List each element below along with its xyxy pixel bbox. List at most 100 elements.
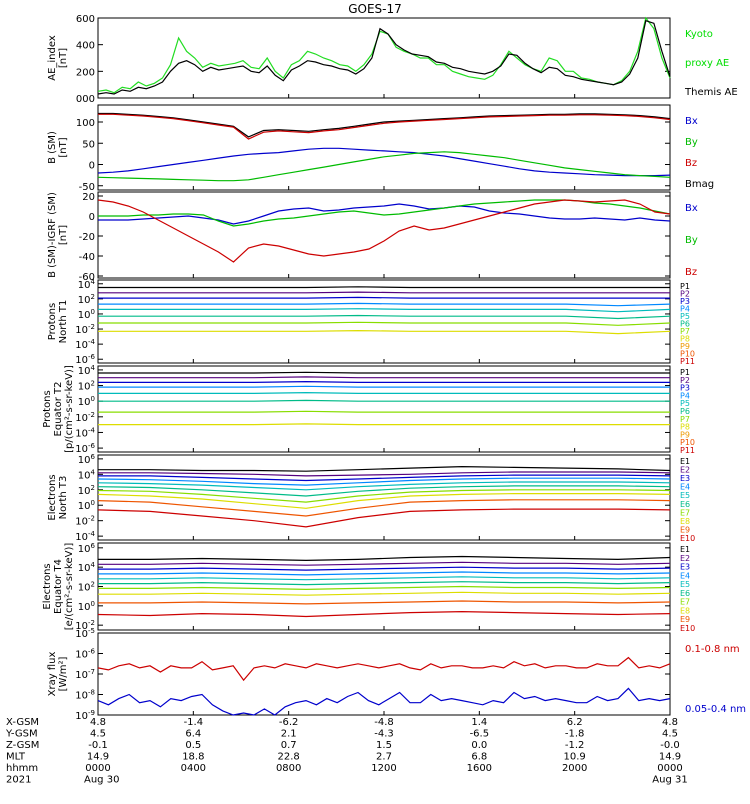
series-bz (98, 113, 671, 140)
legend-entry: E1 (680, 545, 690, 554)
tick-base: 10 (75, 444, 88, 455)
tick-exponent: 0 (91, 395, 95, 403)
footer-row-label: MLT (6, 752, 26, 763)
legend-entry: E4 (680, 571, 690, 580)
tick-exponent: -2 (88, 515, 95, 523)
footer-value-hhmm: 0400 (181, 763, 206, 774)
tick-base: 10 (78, 486, 91, 497)
footer-value-z-gsm: 1.5 (376, 740, 392, 751)
tick-base: 10 (75, 532, 88, 543)
footer-value-z-gsm: 0.0 (471, 740, 487, 751)
panel-frame (97, 104, 671, 191)
footer-ephemeris: X-GSMY-GSMZ-GSMMLThhmm20214.84.5-0.114.9… (5, 717, 688, 786)
y-tick-label: 200 (76, 67, 95, 78)
y-axis-label-line: Protons (42, 390, 53, 427)
tick-base: 10 (75, 340, 88, 351)
series-e7 (98, 585, 671, 591)
series-e7 (97, 489, 671, 503)
footer-value-y-gsm: 2.1 (281, 729, 297, 740)
legend-entry: P1 (680, 282, 690, 291)
series-kyoto-proxy-ae (97, 16, 671, 94)
y-tick-label: 20 (82, 192, 95, 203)
legend-entry: P2 (680, 290, 690, 299)
footer-value-hhmm: 2000 (562, 763, 587, 774)
legend-entry: P2 (680, 376, 690, 385)
series-e5 (98, 576, 671, 581)
y-axis-label: B (SM)-IGRF (SM)[nT] (47, 192, 69, 278)
tick-exponent: 2 (91, 581, 95, 589)
tick-base: 10 (78, 470, 91, 481)
y-axis-label: ElectronsNorth T3 (47, 474, 69, 520)
tick-base: 10 (78, 544, 91, 555)
y-axis-label: AE_index[nT] (47, 35, 69, 81)
tick-base: 10 (78, 382, 91, 393)
series-p2 (98, 291, 670, 294)
legend-entry: P7 (680, 415, 690, 424)
legend-entry: Themis AE (684, 87, 738, 98)
tick-base: 10 (78, 501, 91, 512)
footer-row-label: Y-GSM (5, 729, 38, 740)
series-e2 (98, 471, 671, 477)
tick-exponent: 4 (91, 468, 96, 476)
y-tick-label: 102 (78, 581, 95, 594)
y-tick-label: 10-8 (75, 689, 95, 702)
legend-entry: E5 (680, 580, 690, 589)
legend-entry: E7 (680, 598, 690, 607)
series-p8 (98, 329, 671, 335)
y-tick-label: 100 (78, 499, 95, 512)
tick-exponent: -4 (88, 426, 96, 434)
legend-entry: P11 (680, 357, 695, 366)
y-tick-label: 10-4 (75, 530, 95, 543)
legend-entry: Bz (685, 158, 697, 169)
y-tick-label: 106 (78, 542, 96, 555)
tick-exponent: 4 (91, 561, 96, 569)
tick-base: 10 (78, 602, 91, 613)
series-e4 (97, 477, 671, 486)
legend-entry: E10 (680, 624, 695, 633)
series-p6 (98, 399, 670, 402)
series-e1 (98, 465, 671, 472)
y-tick-label: 10-2 (75, 619, 95, 632)
y-axis-label: ProtonsNorth T1 (47, 300, 69, 344)
y-tick-label: 400 (76, 41, 95, 52)
footer-value-mlt: 14.9 (659, 752, 681, 763)
y-tick-label: 102 (78, 380, 95, 393)
y-axis-label-line: Electrons (47, 474, 58, 520)
series-p7 (98, 410, 670, 413)
series-e1 (98, 555, 671, 562)
tick-base: 10 (75, 670, 88, 681)
footer-value-y-gsm: 4.5 (90, 729, 106, 740)
y-tick-label: 600 (76, 14, 95, 25)
tick-exponent: 0 (91, 308, 95, 316)
panel-frame (97, 542, 671, 631)
footer-value-x-gsm: -4.8 (374, 717, 394, 728)
tick-exponent: -6 (88, 442, 96, 450)
y-tick-label: 104 (78, 278, 96, 291)
series-e6 (98, 581, 671, 586)
footer-value-mlt: 22.8 (278, 752, 300, 763)
tick-base: 10 (78, 563, 91, 574)
tick-base: 10 (75, 413, 88, 424)
panel-frame (97, 365, 671, 453)
tick-base: 10 (75, 517, 88, 528)
legend-entry: P9 (680, 342, 690, 351)
y-axis-label-line: Electrons (42, 563, 53, 609)
tick-exponent: -2 (88, 411, 95, 419)
tick-exponent: -6 (88, 648, 96, 656)
y-tick-label: 000 (76, 94, 95, 105)
tick-exponent: 4 (91, 278, 96, 286)
y-axis-label-line: [nT] (58, 225, 69, 245)
legend-entry: Bx (685, 203, 698, 214)
footer-value-mlt: 14.9 (87, 752, 109, 763)
tick-base: 10 (78, 295, 91, 306)
footer-value-x-gsm: -6.2 (279, 717, 299, 728)
tick-base: 10 (75, 711, 88, 722)
y-tick-label: 50 (82, 139, 95, 150)
y-axis-label-line: [nT] (58, 48, 69, 68)
footer-value-z-gsm: -1.2 (565, 740, 585, 751)
